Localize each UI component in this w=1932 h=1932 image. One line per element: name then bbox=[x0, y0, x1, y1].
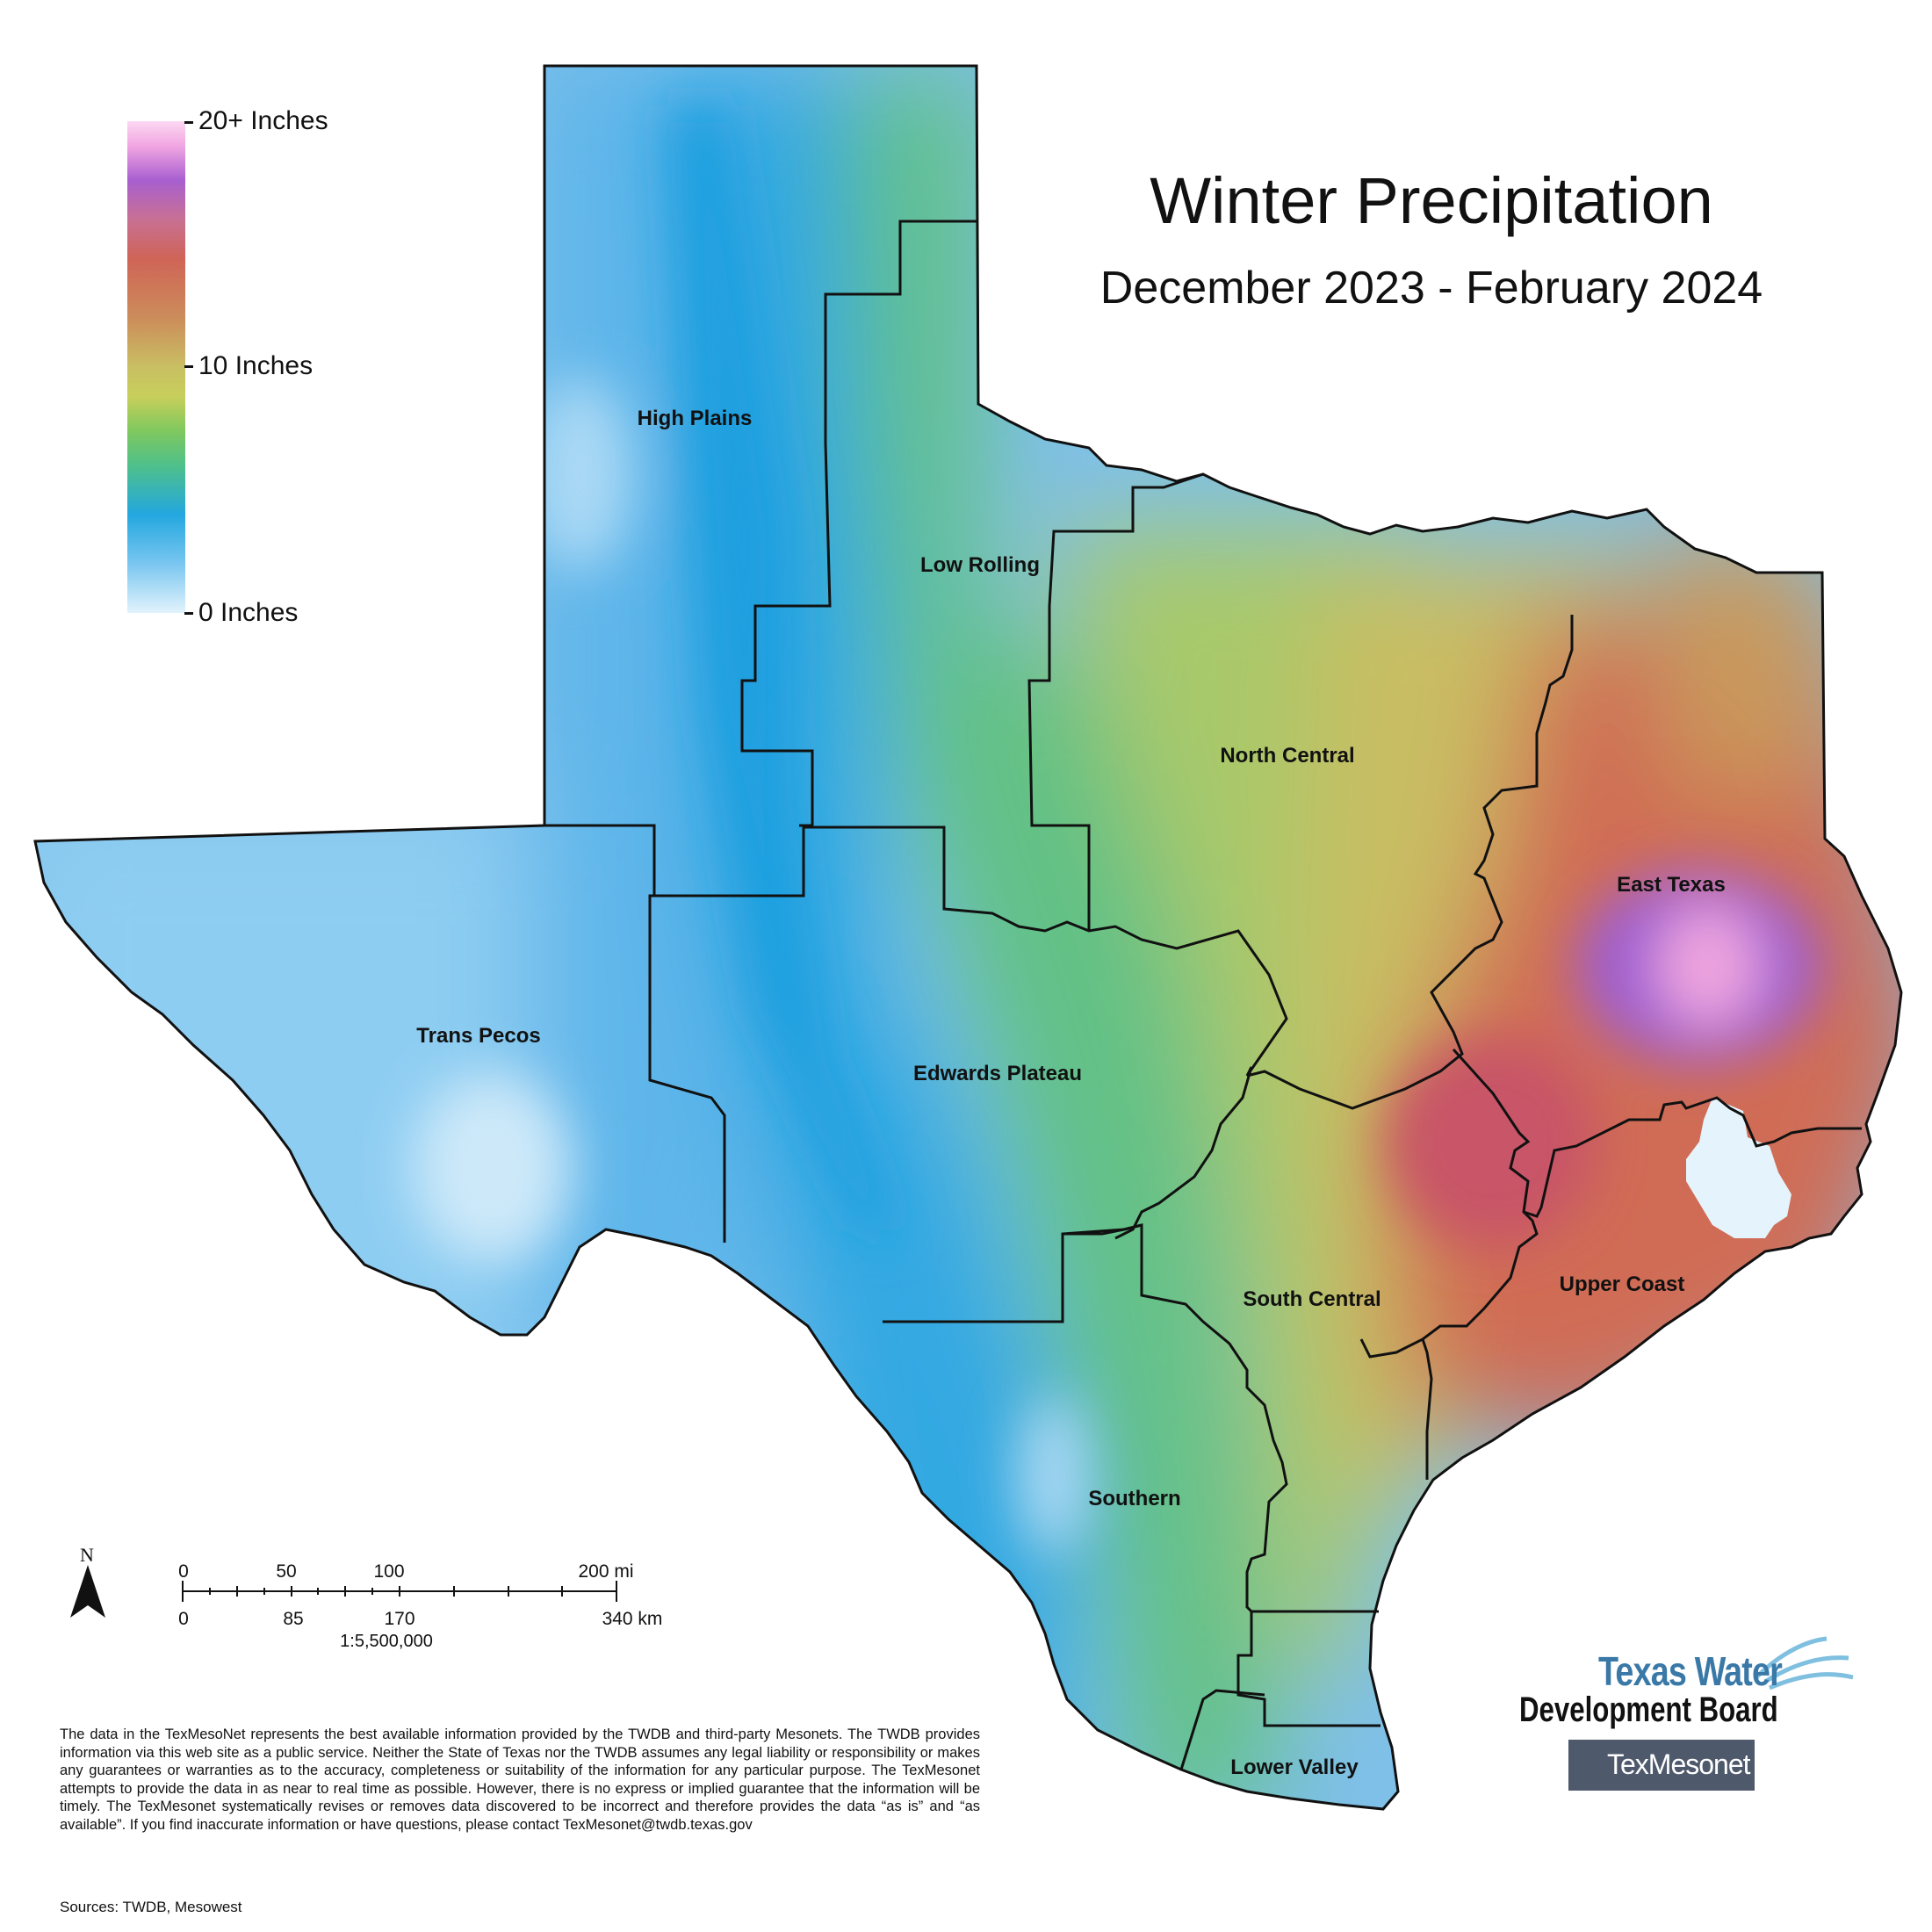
map-title: Winter Precipitation bbox=[1150, 164, 1713, 237]
scale-mi-0: 0 bbox=[178, 1561, 189, 1582]
scale-ratio: 1:5,500,000 bbox=[340, 1632, 433, 1651]
scale-mi-200: 200 mi bbox=[578, 1561, 634, 1582]
twdb-logo-line2: Development Board bbox=[1519, 1690, 1778, 1729]
region-label-lower-valley: Lower Valley bbox=[1230, 1755, 1359, 1779]
legend-tick-mid bbox=[184, 365, 193, 368]
scale-km-0: 0 bbox=[178, 1609, 189, 1629]
legend-color-bar bbox=[127, 121, 185, 613]
legend-label-mid: 10 Inches bbox=[198, 351, 314, 380]
scale-km-340: 340 km bbox=[602, 1609, 663, 1629]
twdb-swoosh-icon bbox=[1755, 1636, 1854, 1690]
scale-mi-100: 100 bbox=[373, 1561, 405, 1582]
legend-tick-top bbox=[184, 121, 193, 124]
map-subtitle: December 2023 - February 2024 bbox=[1099, 263, 1763, 314]
region-label-south-central: South Central bbox=[1243, 1287, 1381, 1311]
legend-label-top: 20+ Inches bbox=[198, 106, 328, 135]
region-label-north-central: North Central bbox=[1220, 744, 1355, 768]
twdb-logo-line1: Texas Water bbox=[1598, 1648, 1783, 1694]
region-label-upper-coast: Upper Coast bbox=[1559, 1272, 1685, 1296]
lake-patch bbox=[1686, 1098, 1791, 1238]
region-label-southern: Southern bbox=[1088, 1487, 1181, 1510]
scale-km-170: 170 bbox=[384, 1609, 415, 1629]
region-label-trans-pecos: Trans Pecos bbox=[416, 1024, 541, 1048]
disclaimer-text: The data in the TexMesoNet represents th… bbox=[60, 1727, 980, 1833]
legend-label-bottom: 0 Inches bbox=[198, 598, 299, 627]
north-arrow-icon bbox=[70, 1565, 105, 1618]
region-label-east-texas: East Texas bbox=[1617, 873, 1726, 897]
scale-km-85: 85 bbox=[283, 1609, 304, 1629]
scale-bar bbox=[182, 1581, 617, 1602]
texmesonet-logo bbox=[1568, 1740, 1755, 1791]
north-label: N bbox=[80, 1544, 94, 1566]
legend-tick-bottom bbox=[184, 612, 193, 615]
region-label-low-rolling: Low Rolling bbox=[920, 553, 1040, 577]
texmesonet-logo-text: TexMesonet bbox=[1607, 1748, 1751, 1780]
region-label-high-plains: High Plains bbox=[637, 407, 753, 430]
sources-text: Sources: TWDB, Mesowest bbox=[60, 1899, 242, 1915]
scale-mi-50: 50 bbox=[276, 1561, 297, 1582]
region-boundaries bbox=[544, 220, 1862, 1770]
region-label-edwards-plateau: Edwards Plateau bbox=[912, 1062, 1083, 1085]
